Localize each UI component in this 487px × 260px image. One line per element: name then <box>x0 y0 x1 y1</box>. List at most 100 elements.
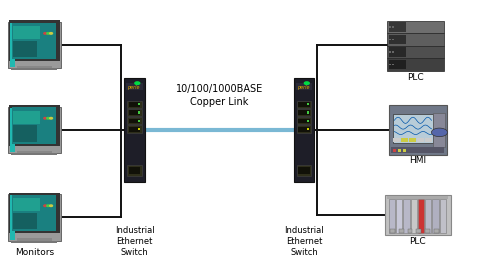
Bar <box>411 199 417 233</box>
Bar <box>389 199 395 233</box>
Text: HMI: HMI <box>409 156 427 165</box>
Bar <box>398 149 401 152</box>
Bar <box>392 147 444 153</box>
Circle shape <box>135 82 140 85</box>
Bar <box>399 229 404 233</box>
Bar <box>390 26 392 28</box>
Circle shape <box>431 128 448 137</box>
Bar <box>13 23 56 59</box>
Circle shape <box>50 118 53 119</box>
Text: PLC: PLC <box>407 73 424 82</box>
FancyBboxPatch shape <box>433 113 446 147</box>
Bar <box>298 110 310 115</box>
FancyBboxPatch shape <box>127 109 142 116</box>
FancyBboxPatch shape <box>389 106 447 154</box>
Circle shape <box>50 32 53 34</box>
Bar <box>408 229 412 233</box>
FancyBboxPatch shape <box>387 21 444 33</box>
Bar <box>390 47 406 57</box>
Bar <box>390 229 395 233</box>
Circle shape <box>47 118 50 119</box>
FancyBboxPatch shape <box>297 125 311 133</box>
Bar <box>393 51 394 53</box>
FancyBboxPatch shape <box>127 117 142 124</box>
Bar <box>296 83 312 90</box>
Bar <box>14 26 39 39</box>
Bar <box>390 22 406 31</box>
Circle shape <box>44 118 47 119</box>
Bar <box>390 60 406 69</box>
Bar <box>17 151 52 154</box>
Bar <box>298 102 310 107</box>
Bar <box>393 149 396 152</box>
FancyBboxPatch shape <box>297 166 311 176</box>
Bar <box>11 240 57 243</box>
Bar <box>129 167 140 174</box>
Text: PLC: PLC <box>410 237 426 246</box>
Text: perle: perle <box>128 84 140 89</box>
Bar <box>390 35 406 44</box>
Text: 10/100/1000BASE
Copper Link: 10/100/1000BASE Copper Link <box>176 84 263 107</box>
Text: Industrial
Ethernet
Switch: Industrial Ethernet Switch <box>284 226 324 257</box>
Bar <box>390 38 392 40</box>
Circle shape <box>44 205 47 206</box>
Bar <box>137 128 140 130</box>
Bar <box>14 126 37 142</box>
Text: perle: perle <box>297 84 309 89</box>
Bar <box>17 66 52 69</box>
Bar <box>298 167 310 174</box>
FancyBboxPatch shape <box>297 101 311 108</box>
Circle shape <box>304 82 309 85</box>
FancyBboxPatch shape <box>387 58 444 71</box>
Bar <box>11 68 57 70</box>
Bar <box>390 64 392 65</box>
Bar <box>390 51 392 53</box>
Bar <box>137 112 140 114</box>
FancyBboxPatch shape <box>385 195 451 235</box>
Bar <box>417 138 425 142</box>
FancyBboxPatch shape <box>297 109 311 116</box>
Bar <box>129 110 140 115</box>
Bar <box>403 199 410 233</box>
Bar <box>403 149 406 152</box>
FancyBboxPatch shape <box>124 78 145 182</box>
Bar <box>393 138 400 142</box>
Bar <box>307 112 309 114</box>
Bar <box>387 196 449 199</box>
Bar <box>10 23 15 67</box>
Bar <box>298 127 310 132</box>
Bar <box>393 64 394 65</box>
Circle shape <box>44 32 47 34</box>
Bar <box>9 21 60 61</box>
Bar <box>9 193 60 233</box>
Bar <box>307 103 309 105</box>
Text: Monitors: Monitors <box>15 248 54 257</box>
FancyBboxPatch shape <box>297 117 311 124</box>
Bar <box>129 119 140 123</box>
Bar <box>137 120 140 122</box>
Bar <box>10 108 15 152</box>
Bar <box>434 229 439 233</box>
Bar <box>14 213 37 229</box>
FancyBboxPatch shape <box>8 22 61 68</box>
Bar <box>425 199 431 233</box>
Circle shape <box>47 32 50 34</box>
Bar <box>396 199 402 233</box>
Bar <box>14 198 39 211</box>
FancyBboxPatch shape <box>127 125 142 133</box>
Bar <box>14 41 37 57</box>
Bar <box>129 102 140 107</box>
Bar <box>409 138 416 142</box>
Text: Industrial
Ethernet
Switch: Industrial Ethernet Switch <box>115 226 154 257</box>
Bar <box>126 83 143 90</box>
Bar <box>401 138 409 142</box>
Circle shape <box>47 205 50 206</box>
Bar <box>393 26 394 28</box>
FancyBboxPatch shape <box>8 194 61 240</box>
Bar <box>11 153 57 155</box>
FancyBboxPatch shape <box>387 33 444 46</box>
FancyBboxPatch shape <box>8 107 61 153</box>
Bar <box>14 111 39 124</box>
Bar <box>393 38 394 40</box>
FancyBboxPatch shape <box>127 101 142 108</box>
